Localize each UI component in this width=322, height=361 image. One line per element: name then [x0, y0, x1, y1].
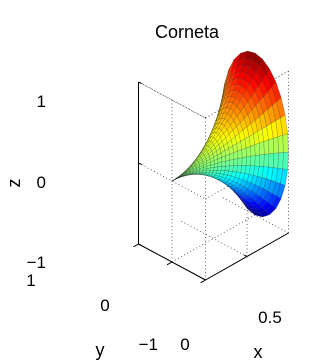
surface-patch [277, 134, 284, 153]
x-axis-label: x [254, 342, 263, 361]
x-tick-label: 0 [180, 335, 189, 354]
z-tick-label: 0 [37, 173, 46, 192]
y-tick [200, 279, 206, 284]
surface-patch [282, 151, 289, 170]
surface-patch [250, 144, 256, 157]
surface-patch [277, 152, 284, 170]
z-tick [138, 243, 142, 247]
z-tick [138, 162, 142, 166]
x-tick [244, 254, 248, 257]
surface-patch [263, 139, 270, 155]
grid-line [138, 162, 206, 200]
surface-patch [273, 136, 279, 154]
surface-mesh [171, 50, 289, 218]
surface-patch [245, 155, 252, 166]
chart-title: Corneta [155, 22, 220, 42]
y-tick-label: 0 [100, 296, 109, 315]
surface-patch [268, 153, 274, 168]
surface-patch [282, 133, 289, 153]
z-axis-label: z [4, 179, 24, 188]
grid-line [171, 214, 256, 263]
y-tick [133, 243, 139, 248]
surface-patch [237, 157, 243, 166]
surface-patch [171, 179, 175, 182]
grid-line [179, 220, 248, 257]
surface-patch [241, 156, 247, 166]
y-tick-label: −1 [139, 335, 158, 354]
surface-patch [233, 158, 239, 166]
surface-patch [259, 154, 265, 167]
grid-line [221, 196, 289, 234]
surface-patch [254, 154, 260, 167]
z-tick [138, 81, 142, 85]
x-tick-label: 0.5 [258, 308, 282, 327]
surface-patch [259, 141, 265, 156]
axes [133, 81, 289, 284]
grid-line [138, 81, 206, 119]
grid-line [138, 81, 206, 119]
z-tick-label: −1 [27, 253, 46, 272]
z-tick-label: 1 [37, 92, 46, 111]
y-tick-label: 1 [26, 271, 35, 290]
x-tick [202, 278, 206, 281]
surface-patch [273, 152, 279, 169]
y-tick [166, 261, 173, 266]
surface-patch [265, 68, 277, 88]
surface-patch [263, 153, 270, 168]
surface-patch [268, 138, 274, 154]
surface-patch [245, 146, 252, 158]
surface-patch [254, 142, 260, 156]
surface-patch [229, 159, 235, 166]
y-axis-label: y [96, 340, 105, 360]
surface-patch [250, 155, 256, 167]
